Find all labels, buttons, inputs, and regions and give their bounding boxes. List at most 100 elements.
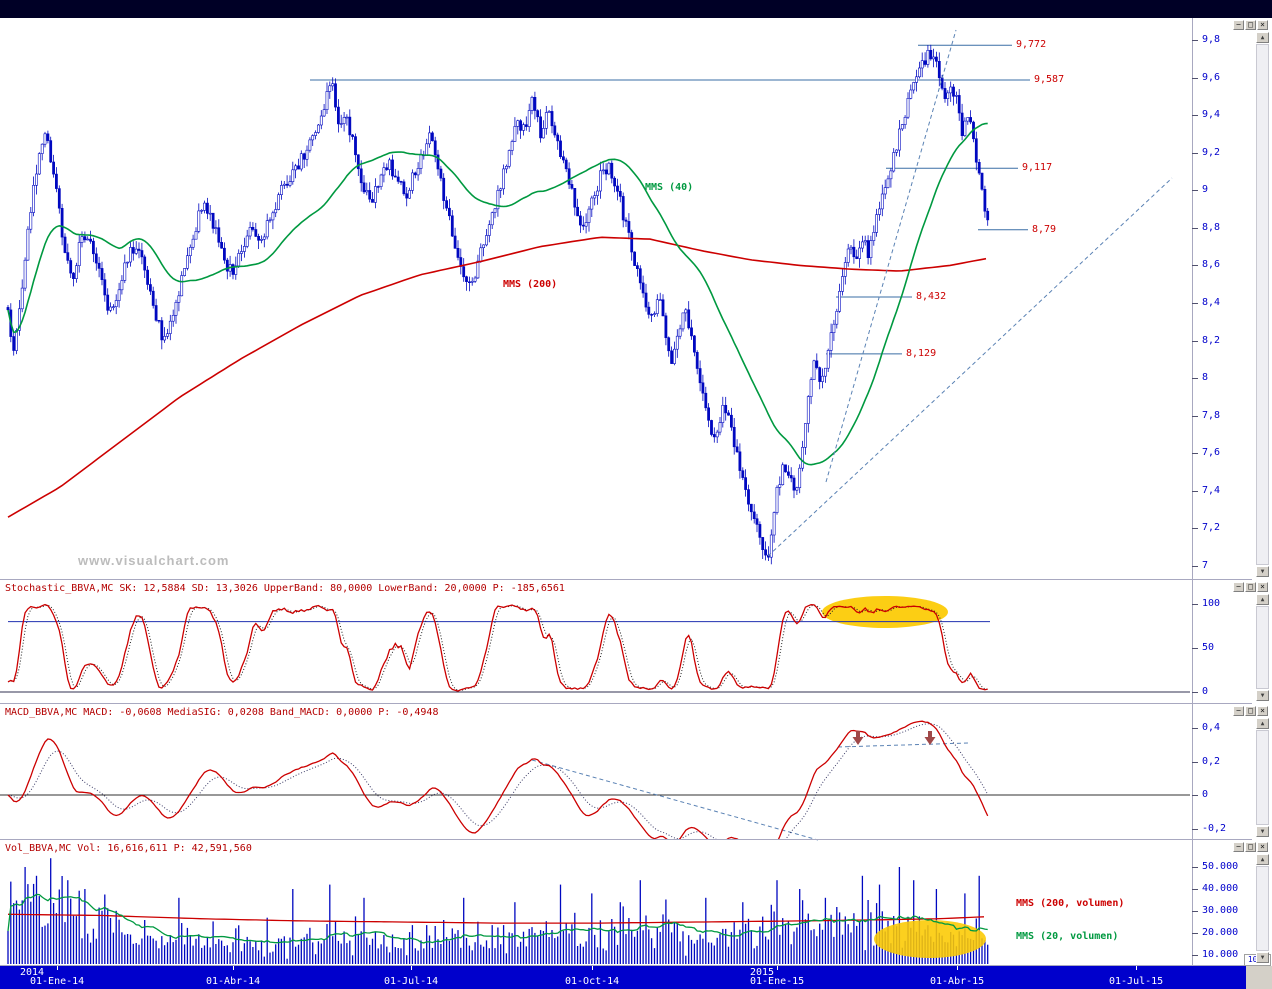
stochastic-axis-tick: 50 [1202,642,1215,653]
panel-separator [0,965,1252,966]
price-axis-tick: 8,4 [1202,297,1221,308]
time-axis-tickmark [411,966,412,970]
time-axis-tickmark [777,966,778,970]
macd-axis-tick: 0,2 [1202,756,1221,767]
price-axis-tick: 7,6 [1202,447,1221,458]
chart-titlebar: BBVA,MC - BBVA -1 d Dif, %: 1,42 Dif,: 0… [0,0,1272,18]
macd-panel-restore-button[interactable]: □ [1245,706,1256,716]
price-scroll-down-button[interactable]: ▼ [1256,566,1269,577]
price-axis-tick: 9,6 [1202,72,1221,83]
stochastic-panel-header: Stochastic_BBVA,MC SK: 12,5884 SD: 13,30… [5,583,565,594]
price-scroll-up-button[interactable]: ▲ [1256,32,1269,43]
price-axis-tick-mark [1192,303,1198,304]
time-axis-label: 01-Jul-14 [384,976,439,987]
volume-panel-close-button[interactable]: × [1257,842,1268,852]
stochastic-axis-tick: 100 [1202,598,1221,609]
price-axis-tick: 8,6 [1202,259,1221,270]
price-axis-tick: 9 [1202,184,1209,195]
volume-scroll-down-button[interactable]: ▼ [1256,952,1269,963]
time-axis-year-label: 2015 [750,967,775,978]
time-axis-bar[interactable] [0,966,1246,989]
stochastic-axis-tick: 0 [1202,686,1209,697]
panel-separator [0,839,1252,840]
volume-axis-tick: 20.000 [1202,927,1239,938]
volume-panel-restore-button[interactable]: □ [1245,842,1256,852]
stochastic-scrollbar-track[interactable] [1256,606,1269,689]
volume-axis-tick-mark [1192,955,1198,956]
macd-scroll-up-button[interactable]: ▲ [1256,718,1269,729]
price-level-label: 8,129 [906,348,937,359]
stochastic-scroll-up-button[interactable]: ▲ [1256,594,1269,605]
price-panel-close-button[interactable]: × [1257,20,1268,30]
price-axis-tick-mark [1192,416,1198,417]
volume-panel-header: Vol_BBVA,MC Vol: 16,616,611 P: 42,591,56… [5,843,252,854]
price-level-label: 9,587 [1034,74,1065,85]
time-axis-label: 01-Abr-14 [206,976,261,987]
price-axis-tick: 7,8 [1202,410,1221,421]
price-axis-tick-mark [1192,341,1198,342]
price-axis-tick-mark [1192,115,1198,116]
macd-panel-close-button[interactable]: × [1257,706,1268,716]
time-axis-tickmark [233,966,234,970]
time-axis-year-label: 2014 [20,967,45,978]
mms20-volume-label: MMS (20, volumen) [1016,931,1119,942]
mms200-volume-label: MMS (200, volumen) [1016,898,1125,909]
macd-panel-minimize-button[interactable]: − [1233,706,1244,716]
time-axis-label: 01-Jul-15 [1109,976,1164,987]
volume-scrollbar-track[interactable] [1256,866,1269,951]
macd-axis-tick-mark [1192,728,1198,729]
macd-panel-header: MACD_BBVA,MC MACD: -0,0608 MediaSIG: 0,0… [5,707,439,718]
macd-axis-tick: 0 [1202,789,1209,800]
price-axis-tick: 8,8 [1202,222,1221,233]
price-level-label: 8,432 [916,291,947,302]
volume-axis-tick: 40.000 [1202,883,1239,894]
macd-scrollbar-track[interactable] [1256,730,1269,825]
mms200-label: MMS (200) [503,279,558,290]
price-axis-tick-mark [1192,78,1198,79]
price-axis-tick: 8 [1202,372,1209,383]
macd-scroll-down-button[interactable]: ▼ [1256,826,1269,837]
stochastic-scroll-down-button[interactable]: ▼ [1256,690,1269,701]
volume-scroll-up-button[interactable]: ▲ [1256,854,1269,865]
macd-axis-tick-mark [1192,762,1198,763]
price-axis-tick: 7,4 [1202,485,1221,496]
time-axis-label: 01-Abr-15 [930,976,985,987]
visualchart-watermark: www.visualchart.com [78,553,230,568]
time-axis-tickmark [57,966,58,970]
stochastic-axis-tick-mark [1192,692,1198,693]
price-level-label: 8,79 [1032,224,1057,235]
volume-axis-tick: 30.000 [1202,905,1239,916]
price-scrollbar-track[interactable] [1256,44,1269,565]
price-axis-tick-mark [1192,378,1198,379]
volume-axis-tick-mark [1192,933,1198,934]
price-axis-tick-mark [1192,566,1198,567]
price-panel-restore-button[interactable]: □ [1245,20,1256,30]
price-axis-tick-mark [1192,228,1198,229]
volume-axis-tick: 10.000 [1202,949,1239,960]
stochastic-panel-minimize-button[interactable]: − [1233,582,1244,592]
stochastic-axis-tick-mark [1192,604,1198,605]
stochastic-panel-restore-button[interactable]: □ [1245,582,1256,592]
price-axis-tick-mark [1192,265,1198,266]
price-axis-tick-mark [1192,190,1198,191]
stochastic-axis-tick-mark [1192,648,1198,649]
price-level-label: 9,772 [1016,39,1047,50]
price-axis-tick-mark [1192,153,1198,154]
mms40-label: MMS (40) [645,182,694,193]
time-axis-label: 01-Ene-14 [30,976,85,987]
macd-axis-tick-mark [1192,829,1198,830]
time-axis-tickmark [1136,966,1137,970]
stochastic-panel-close-button[interactable]: × [1257,582,1268,592]
axis-corner [1246,966,1272,989]
volume-panel-minimize-button[interactable]: − [1233,842,1244,852]
panel-separator [0,579,1252,580]
price-axis-tick: 9,2 [1202,147,1221,158]
price-axis-tick: 8,2 [1202,335,1221,346]
volume-axis-tick-mark [1192,889,1198,890]
price-axis-tick: 7,2 [1202,522,1221,533]
macd-axis-tick: -0,2 [1202,823,1227,834]
volume-axis-tick: 50.000 [1202,861,1239,872]
price-panel-minimize-button[interactable]: − [1233,20,1244,30]
volume-axis-tick-mark [1192,867,1198,868]
